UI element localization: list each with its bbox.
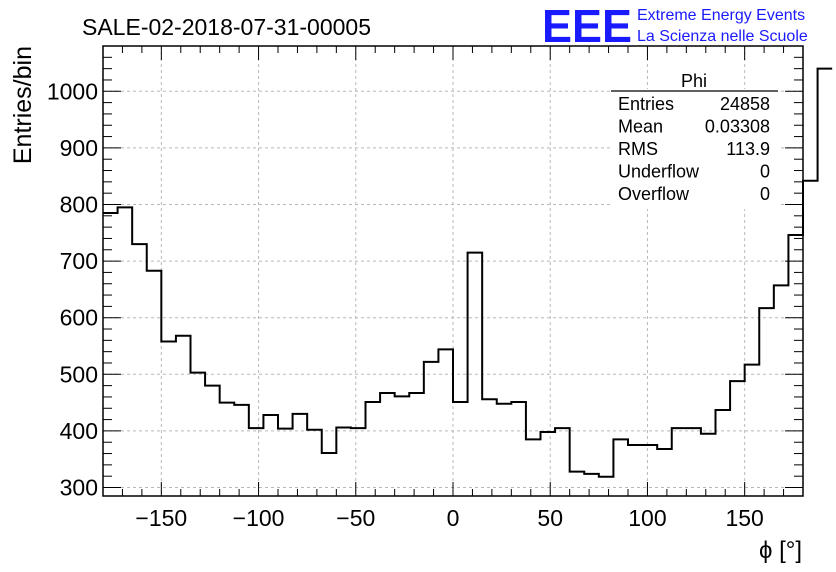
histogram-bars xyxy=(103,67,833,496)
histogram-bin xyxy=(628,445,643,496)
histogram-bin xyxy=(759,308,774,496)
histogram-bin xyxy=(322,453,337,496)
logo-mark: EEE xyxy=(542,0,632,52)
stats-label: Underflow xyxy=(618,162,700,182)
y-tick-label: 500 xyxy=(60,361,98,387)
chart-title: SALE-02-2018-07-31-00005 xyxy=(82,14,371,40)
histogram-bin xyxy=(118,207,133,496)
y-axis-title: Entries/bin xyxy=(9,46,37,164)
logo-line2: La Scienza nelle Scuole xyxy=(637,28,808,45)
histogram-bin xyxy=(380,393,395,496)
histogram-bin xyxy=(511,402,526,496)
histogram-bin xyxy=(716,410,731,496)
histogram-bin xyxy=(774,285,789,496)
histogram-bin xyxy=(278,429,293,496)
histogram-bin xyxy=(526,439,541,496)
histogram-bin xyxy=(803,181,818,496)
stats-value: 113.9 xyxy=(726,139,770,159)
histogram-bin xyxy=(191,373,206,496)
stats-label: Entries xyxy=(618,94,674,114)
stats-box: Phi Entries 24858 Mean 0.03308 RMS 113.9 Under… xyxy=(611,71,778,209)
x-tick-label: 100 xyxy=(628,505,666,531)
histogram-bin xyxy=(818,69,833,496)
y-tick-labels: 300 400 500 600 700 800 900 1000 xyxy=(47,78,98,500)
x-tick-label: −100 xyxy=(233,505,285,531)
stats-value: 0 xyxy=(760,184,770,204)
x-tick-label: 50 xyxy=(537,505,563,531)
stats-label: Mean xyxy=(618,117,663,137)
eee-logo: EEE Extreme Energy Events La Scienza nel… xyxy=(542,0,808,52)
y-tick-label: 400 xyxy=(60,418,98,444)
y-tick-label: 300 xyxy=(60,475,98,501)
histogram-bin xyxy=(453,402,468,496)
histogram-bin xyxy=(409,393,424,496)
histogram-bin xyxy=(293,414,308,496)
y-tick-label: 600 xyxy=(60,305,98,331)
histogram-bin xyxy=(351,428,366,496)
histogram-bin xyxy=(438,349,453,496)
stats-box-name: Phi xyxy=(681,71,707,91)
histogram-bin xyxy=(541,432,556,496)
histogram-bin xyxy=(132,244,147,496)
histogram-bin xyxy=(788,235,803,496)
histogram-bin xyxy=(205,386,220,496)
histogram-bin xyxy=(672,428,687,496)
y-tick-label: 1000 xyxy=(47,78,98,104)
histogram-bin xyxy=(570,472,585,496)
histogram-bin xyxy=(307,430,322,496)
histogram-bin xyxy=(686,428,701,496)
histogram-bin xyxy=(657,449,672,496)
histogram-bin xyxy=(220,403,235,496)
histogram-bin xyxy=(366,402,381,496)
logo-line1: Extreme Energy Events xyxy=(637,7,805,24)
histogram-bin xyxy=(395,396,410,496)
histogram-bin xyxy=(584,474,599,496)
histogram-bin xyxy=(730,381,745,496)
stats-value: 0.03308 xyxy=(705,117,770,137)
histogram-step-line xyxy=(103,67,833,478)
histogram-bin xyxy=(701,434,716,496)
stats-value: 24858 xyxy=(720,94,770,114)
y-tick-label: 800 xyxy=(60,191,98,217)
histogram-bin xyxy=(497,404,512,496)
histogram-bin xyxy=(745,365,760,496)
histogram-bin xyxy=(599,477,614,496)
histogram-bin xyxy=(234,405,249,496)
stats-value: 0 xyxy=(760,162,770,182)
histogram-bin xyxy=(249,428,264,496)
stats-label: RMS xyxy=(618,139,658,159)
histogram-bin xyxy=(424,362,439,496)
histogram-bin xyxy=(336,428,351,496)
histogram-bin xyxy=(147,271,162,496)
axis-ticks xyxy=(102,46,804,496)
x-tick-label: 0 xyxy=(447,505,460,531)
stats-box-bg xyxy=(611,89,778,209)
y-tick-label: 900 xyxy=(60,135,98,161)
histogram-bin xyxy=(555,428,570,496)
x-tick-labels: −150 −100 −50 0 50 100 150 xyxy=(135,505,763,531)
histogram-bin xyxy=(263,415,278,496)
histogram-bin xyxy=(176,336,191,496)
y-tick-label: 700 xyxy=(60,248,98,274)
x-tick-label: −150 xyxy=(135,505,187,531)
x-tick-label: 150 xyxy=(725,505,763,531)
histogram-bin xyxy=(161,341,176,496)
stats-label: Overflow xyxy=(618,184,690,204)
x-tick-label: −50 xyxy=(336,505,375,531)
stats-rows: Entries 24858 Mean 0.03308 RMS 113.9 Underflow… xyxy=(618,94,770,204)
histogram-bin xyxy=(482,399,497,496)
histogram-bin xyxy=(643,445,658,496)
x-axis-title: ϕ [°] xyxy=(759,537,802,564)
